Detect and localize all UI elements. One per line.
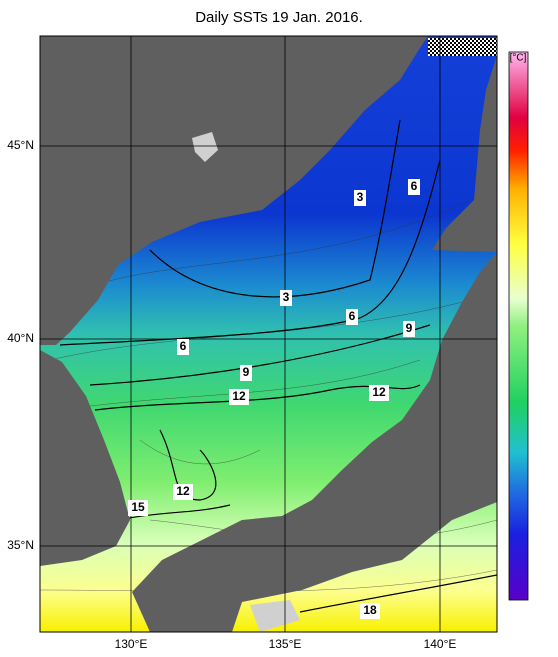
lat-label: 45°N: [7, 138, 34, 152]
contour-label: 6: [349, 309, 356, 323]
masked-area: [192, 132, 300, 632]
contour-label: 3: [357, 190, 364, 204]
contour-label: 12: [232, 389, 246, 403]
contour-label: 18: [363, 603, 377, 617]
contour-label: 6: [180, 339, 187, 353]
contour-label: 9: [406, 321, 413, 335]
map: 3 3 6 6 6 9 9 12 12 12 15 18: [40, 36, 497, 632]
lat-label: 40°N: [7, 331, 34, 345]
contour-label: 12: [372, 385, 386, 399]
contour-label: 6: [411, 179, 418, 193]
isotherm: [149, 119, 401, 298]
lat-label: 35°N: [7, 538, 34, 552]
lon-label: 135°E: [269, 637, 302, 651]
map-frame: [39, 35, 498, 633]
colorbar-scale: [508, 51, 529, 601]
colorbar-unit: [°C]: [510, 53, 527, 64]
isotherm: [299, 574, 497, 613]
lon-label: 130°E: [115, 637, 148, 651]
graticule: [40, 36, 497, 632]
land: [40, 36, 497, 632]
no-data: [428, 38, 497, 56]
map-title: Daily SSTs 19 Jan. 2016.: [195, 9, 363, 26]
colorbar: [°C]: [508, 51, 529, 601]
contour-labels: 3 3 6 6 6 9 9 12 12 12 15 18: [128, 179, 420, 619]
contour-label: 12: [176, 484, 190, 498]
contour-label: 15: [131, 500, 145, 514]
contour-label: 3: [283, 290, 290, 304]
isotherm: [89, 324, 431, 386]
lon-label: 140°E: [424, 637, 457, 651]
contour-label: 9: [243, 365, 250, 379]
isotherm: [94, 384, 421, 501]
